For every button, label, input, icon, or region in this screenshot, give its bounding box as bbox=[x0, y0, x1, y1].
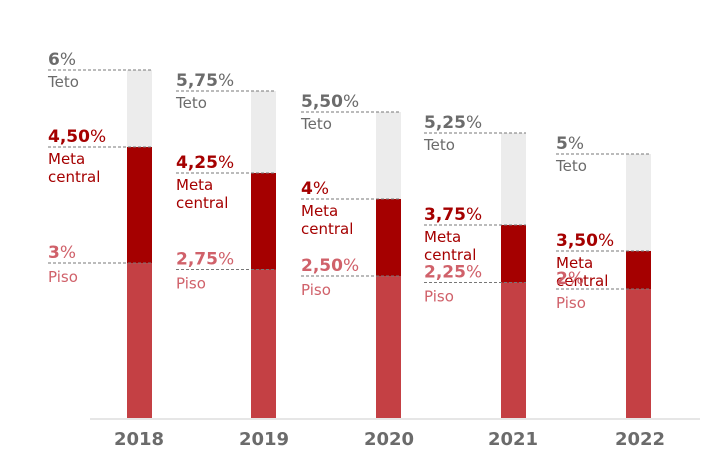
teto-label: Teto bbox=[175, 94, 207, 112]
meta-value-label: 4% bbox=[301, 179, 329, 199]
teto-value-label: 5,50% bbox=[301, 92, 359, 112]
x-tick-label: 2020 bbox=[364, 429, 414, 450]
bar-teto-band bbox=[376, 112, 401, 199]
teto-value-label: 6% bbox=[48, 50, 76, 70]
piso-value-label: 2,50% bbox=[301, 256, 359, 276]
teto-value-label: 5,25% bbox=[424, 113, 482, 133]
bar-teto-band bbox=[626, 154, 651, 251]
teto-label: Teto bbox=[423, 136, 455, 154]
bar-piso-band bbox=[626, 289, 651, 418]
teto-value-label: 5% bbox=[556, 134, 584, 154]
x-tick-label: 2018 bbox=[114, 429, 164, 450]
piso-value-label: 2% bbox=[556, 269, 584, 289]
piso-label: Piso bbox=[48, 268, 78, 286]
bar-piso-band bbox=[501, 282, 526, 418]
meta-label-line1: Meta bbox=[301, 202, 338, 220]
x-tick-label: 2019 bbox=[239, 429, 289, 450]
piso-label: Piso bbox=[556, 294, 586, 312]
meta-label-line2: central bbox=[424, 246, 476, 264]
piso-label: Piso bbox=[176, 275, 206, 293]
bar-meta-band bbox=[501, 225, 526, 283]
meta-label-line2: central bbox=[176, 194, 228, 212]
piso-label: Piso bbox=[301, 281, 331, 299]
piso-value-label: 3% bbox=[48, 243, 76, 263]
meta-value-label: 3,50% bbox=[556, 231, 614, 251]
piso-value-label: 2,25% bbox=[424, 263, 482, 283]
meta-label-line1: Meta bbox=[176, 176, 213, 194]
teto-label: Teto bbox=[555, 157, 587, 175]
teto-value-label: 5,75% bbox=[176, 71, 234, 91]
bar-teto-band bbox=[501, 133, 526, 225]
bar-meta-band bbox=[376, 199, 401, 276]
meta-value-label: 3,75% bbox=[424, 205, 482, 225]
bar-meta-band bbox=[626, 251, 651, 289]
x-tick-label: 2022 bbox=[615, 429, 665, 450]
bar-meta-band bbox=[127, 147, 152, 263]
meta-label-line1: Meta bbox=[48, 150, 85, 168]
bar-meta-band bbox=[251, 173, 276, 270]
meta-label-line2: central bbox=[556, 272, 608, 290]
bar-piso-band bbox=[376, 276, 401, 418]
x-tick-label: 2021 bbox=[488, 429, 538, 450]
piso-value-label: 2,75% bbox=[176, 250, 234, 270]
meta-label-line2: central bbox=[48, 168, 100, 186]
meta-value-label: 4,50% bbox=[48, 127, 106, 147]
meta-label-line1: Meta bbox=[424, 228, 461, 246]
bar-piso-band bbox=[127, 263, 152, 418]
bar-piso-band bbox=[251, 269, 276, 418]
bar-teto-band bbox=[127, 70, 152, 147]
bar-teto-band bbox=[251, 91, 276, 173]
meta-label-line2: central bbox=[301, 220, 353, 238]
meta-label-line1: Meta bbox=[556, 254, 593, 272]
meta-value-label: 4,25% bbox=[176, 153, 234, 173]
teto-label: Teto bbox=[47, 73, 79, 91]
teto-label: Teto bbox=[300, 115, 332, 133]
piso-label: Piso bbox=[424, 288, 454, 306]
